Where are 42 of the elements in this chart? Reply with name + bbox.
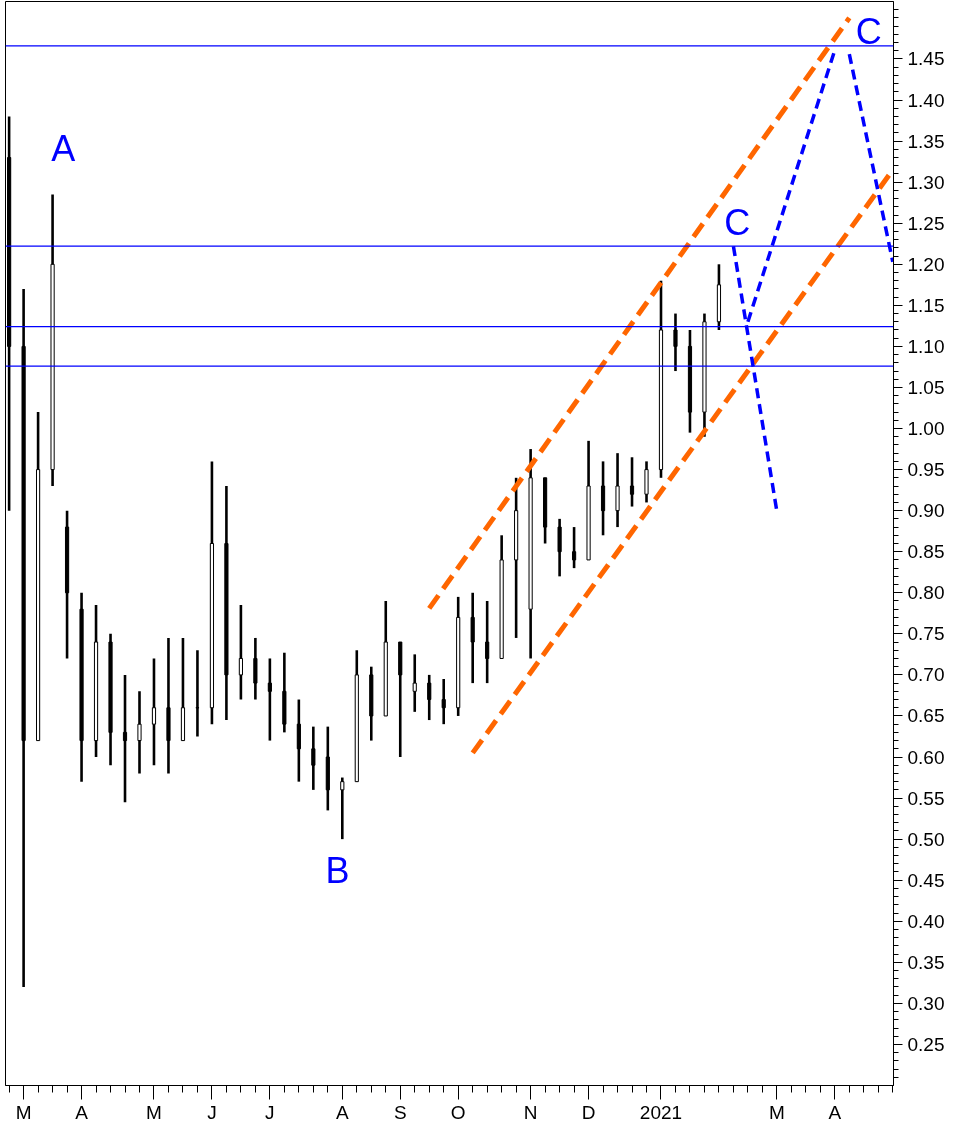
annotation: A <box>51 128 76 170</box>
x-tick-label: M <box>146 1101 162 1123</box>
y-tick-label: 1.20 <box>907 253 945 275</box>
y-tick-label: 0.30 <box>907 992 945 1014</box>
y-tick-label: 0.25 <box>907 1033 945 1055</box>
y-tick-label: 1.15 <box>907 294 945 316</box>
y-tick-label: 0.60 <box>907 746 945 768</box>
y-tick-label: 1.35 <box>907 130 945 152</box>
y-tick-label: 1.00 <box>907 418 945 440</box>
annotation: C <box>724 202 751 244</box>
annotation: B <box>325 850 350 892</box>
y-tick-label: 0.45 <box>907 869 945 891</box>
y-tick-label: 0.85 <box>907 541 945 563</box>
x-tick-label: S <box>393 1101 407 1123</box>
y-tick-label: 1.10 <box>907 335 945 357</box>
x-tick-label: M <box>768 1101 785 1123</box>
y-tick-label: 1.40 <box>907 89 945 111</box>
x-tick-label: D <box>581 1101 596 1123</box>
x-tick-label: J <box>207 1101 217 1123</box>
x-tick-label: A <box>75 1101 89 1123</box>
x-tick-label: A <box>335 1101 349 1123</box>
y-tick-label: 0.70 <box>907 664 945 686</box>
x-tick-label: M <box>15 1101 32 1123</box>
y-tick-label: 0.75 <box>907 623 945 645</box>
x-tick-label: J <box>265 1101 275 1123</box>
y-tick-label: 0.50 <box>907 828 945 850</box>
annotation: C <box>855 11 882 53</box>
y-tick-label: 1.05 <box>907 376 945 398</box>
y-tick-label: 0.55 <box>907 787 945 809</box>
y-tick-label: 1.25 <box>907 212 945 234</box>
y-tick-label: 1.45 <box>907 48 945 70</box>
x-tick-label: 2021 <box>639 1101 683 1123</box>
x-tick-label: O <box>450 1101 466 1123</box>
x-tick-label: N <box>523 1101 538 1123</box>
y-tick-label: 0.65 <box>907 705 945 727</box>
y-tick-label: 0.35 <box>907 951 945 973</box>
x-tick-label: A <box>828 1101 842 1123</box>
y-tick-label: 0.95 <box>907 459 945 481</box>
y-tick-label: 1.30 <box>907 171 945 193</box>
y-tick-label: 0.40 <box>907 910 945 932</box>
y-tick-label: 0.90 <box>907 500 945 522</box>
y-tick-label: 0.80 <box>907 582 945 604</box>
